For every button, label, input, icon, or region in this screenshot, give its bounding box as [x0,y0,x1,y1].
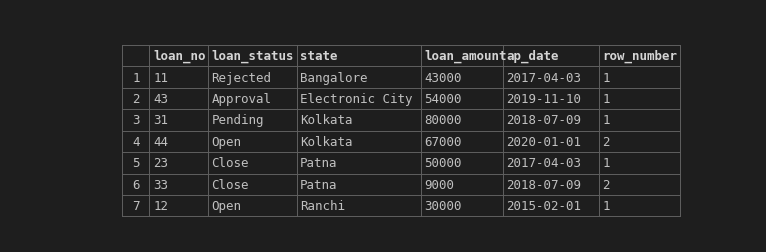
Text: 80000: 80000 [424,114,462,127]
Text: Kolkata: Kolkata [300,135,352,148]
Text: 1: 1 [133,71,139,84]
Text: 1: 1 [602,71,610,84]
Text: 67000: 67000 [424,135,462,148]
Text: 2: 2 [602,178,610,191]
Text: 6: 6 [133,178,139,191]
Text: 44: 44 [153,135,168,148]
Text: 2: 2 [133,93,139,106]
Text: 4: 4 [133,135,139,148]
Text: 7: 7 [133,199,139,212]
Text: Patna: Patna [300,157,338,170]
Text: 2018-07-09: 2018-07-09 [506,114,581,127]
Text: Pending: Pending [211,114,264,127]
Text: Close: Close [211,157,249,170]
Text: Kolkata: Kolkata [300,114,352,127]
Text: 1: 1 [602,157,610,170]
Text: Patna: Patna [300,178,338,191]
Text: Rejected: Rejected [211,71,271,84]
Text: 2019-11-10: 2019-11-10 [506,93,581,106]
Text: Approval: Approval [211,93,271,106]
Text: 2020-01-01: 2020-01-01 [506,135,581,148]
Text: 9000: 9000 [424,178,454,191]
Text: 2017-04-03: 2017-04-03 [506,71,581,84]
Text: Close: Close [211,178,249,191]
Text: 2018-07-09: 2018-07-09 [506,178,581,191]
Text: Ranchi: Ranchi [300,199,345,212]
Text: ap_date: ap_date [506,50,559,63]
Text: state: state [300,50,338,63]
Text: 12: 12 [153,199,168,212]
Text: 2017-04-03: 2017-04-03 [506,157,581,170]
Text: loan_status: loan_status [211,50,294,63]
Text: 2015-02-01: 2015-02-01 [506,199,581,212]
Text: 1: 1 [602,114,610,127]
Text: 2: 2 [602,135,610,148]
Text: row_number: row_number [602,50,677,63]
Text: 33: 33 [153,178,168,191]
Text: loan_amount: loan_amount [424,50,507,63]
Text: Open: Open [211,135,241,148]
Text: 11: 11 [153,71,168,84]
Text: 54000: 54000 [424,93,462,106]
Text: 1: 1 [602,199,610,212]
Text: 31: 31 [153,114,168,127]
Text: Bangalore: Bangalore [300,71,368,84]
Text: 50000: 50000 [424,157,462,170]
Text: 5: 5 [133,157,139,170]
Text: Open: Open [211,199,241,212]
Text: 43: 43 [153,93,168,106]
Text: Electronic City: Electronic City [300,93,413,106]
Text: 1: 1 [602,93,610,106]
Text: 23: 23 [153,157,168,170]
Text: 43000: 43000 [424,71,462,84]
Text: loan_no: loan_no [153,50,205,63]
Text: 30000: 30000 [424,199,462,212]
Text: 3: 3 [133,114,139,127]
